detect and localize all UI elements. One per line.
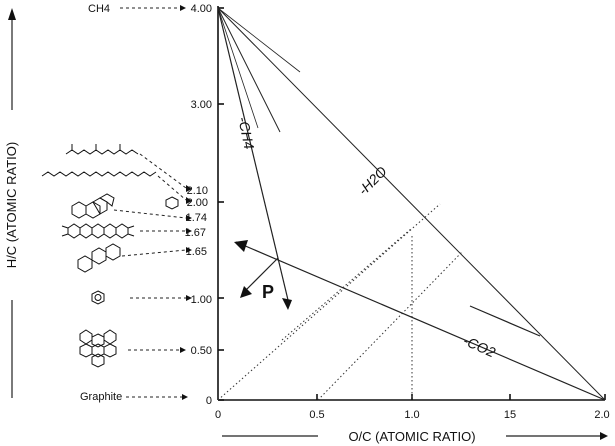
polycyclic-chain-structure [61,223,135,239]
leader-1-65 [121,249,187,257]
co2-trajectory-label: -CO2 [461,332,498,360]
ch4-co2-boundary-line [217,7,606,401]
methane-label: CH4 [88,3,110,15]
dotted-parallel-1 [281,227,413,341]
h2o-dotted-line [217,203,441,401]
x-axis-title: O/C (ATOMIC RATIO) [222,429,608,444]
fan-line-2 [217,7,259,129]
co2-trajectory-line [235,241,606,401]
y-tick-2-10: 2.10 [187,185,208,197]
y-tick-4-00: 4.00 [191,3,212,15]
leader-2-00 [157,175,187,201]
co2-short-segment [469,305,541,337]
x-axis-label: O/C (ATOMIC RATIO) [348,429,475,444]
x-tick-marks [316,394,606,400]
fused-ring-structure [77,243,121,273]
graphite-label: Graphite [80,391,122,403]
y-tick-3-00: 3.00 [191,99,212,111]
fan-line-1 [217,7,281,133]
leader-1-74 [113,209,187,219]
hexagon-cyclohexane-icon [165,196,179,210]
x-tick-2-0: 2.0 [594,409,609,421]
p-arrowhead [240,286,252,298]
point-p-label: P [262,282,274,302]
y-axis-title: H/C (ATOMIC RATIO) [4,8,19,398]
ch4-arrowhead [282,298,292,310]
y-tick-0-50: 0.50 [191,345,212,357]
fan-line-3 [217,7,301,73]
x-tick-15: 15 [504,409,516,421]
y-tick-1-74: 1.74 [186,212,207,224]
x-tick-0: 0 [215,409,221,421]
long-chain-structure [41,171,157,177]
x-tick-0-5: 0.5 [309,409,324,421]
benzene-ring-icon [91,290,105,305]
y-tick-2-00: 2.00 [187,197,208,209]
y-axis-label: H/C (ATOMIC RATIO) [4,142,19,268]
x-tick-1-0: 1.0 [404,409,419,421]
dotted-parallel-2 [317,251,463,401]
y-tick-1-00: 1.00 [191,294,212,306]
ch4-trajectory-label: -CH4 [235,115,257,150]
h2o-trajectory-label: -H2O [355,163,390,198]
y-tick-0: 0 [206,395,212,407]
p-arrow-line [243,257,279,293]
paraffin-chain-structure [65,144,139,155]
y-tick-1-65: 1.65 [186,246,207,258]
co2-arrowhead-left [234,240,248,252]
leader-2-10 [139,153,187,189]
leader-arrowheads [186,185,192,301]
y-tick-marks [218,7,224,401]
ch4-trajectory-line [217,7,289,301]
steroid-structure [71,193,115,219]
coronene-structure [79,329,117,368]
